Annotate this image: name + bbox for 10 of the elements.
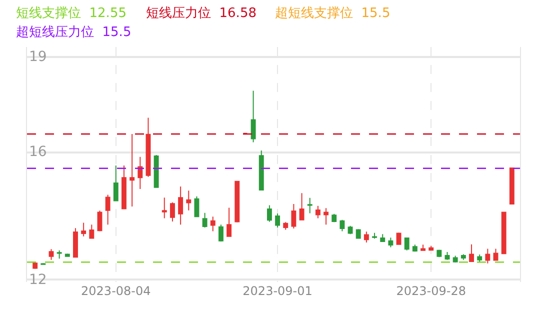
ref-line-label: 短线支撑位 12.55 (16, 6, 126, 21)
y-tick-label: 12 (29, 272, 47, 288)
x-tick-label: 2023-08-04 (81, 284, 151, 298)
y-tick-label: 16 (29, 144, 47, 160)
x-tick-label: 2023-09-01 (242, 284, 312, 298)
ref-line-label: 超短线支撑位 15.5 (275, 6, 390, 21)
ref-line-label: 超短线压力位 15.5 (16, 25, 132, 40)
x-tick-label: 2023-09-28 (396, 284, 466, 298)
y-tick-label: 19 (29, 49, 47, 65)
ref-line-label: 短线压力位 16.58 (146, 6, 256, 21)
